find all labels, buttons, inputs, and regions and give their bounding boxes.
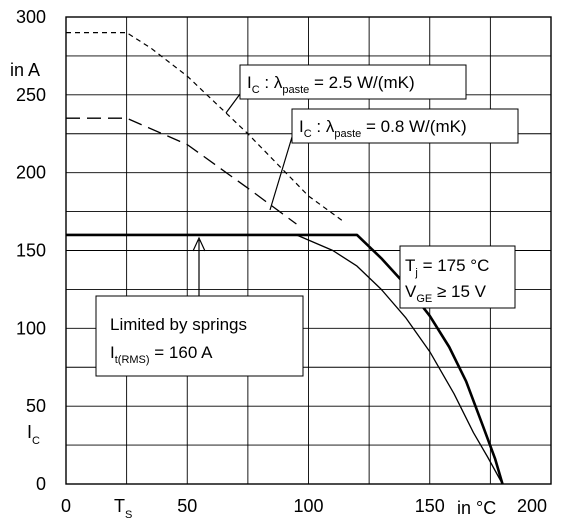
- y-tick-label: 250: [16, 85, 46, 105]
- y-tick-label: 0: [36, 474, 46, 494]
- series-layer: [66, 31, 504, 485]
- label-b-box: [291, 108, 519, 144]
- series-line-3: [66, 233, 504, 485]
- x-tick-label: 150: [415, 496, 445, 516]
- y-tick-label: 50: [26, 396, 46, 416]
- condition-vge: VGE ≥ 15 V: [405, 282, 487, 305]
- x-special-tick-label: TS: [114, 496, 132, 521]
- y-tick-label: 300: [16, 7, 46, 27]
- label-a-box: [239, 64, 467, 100]
- y-tick-label: 100: [16, 318, 46, 338]
- limit-line1: Limited by springs: [110, 315, 247, 334]
- x-unit-label: in °C: [457, 498, 496, 518]
- label-b: IC : λpaste = 0.8 W/(mK): [299, 117, 467, 140]
- x-tick-label: 50: [177, 496, 197, 516]
- y-tick-label: 150: [16, 241, 46, 261]
- x-tick-label: 100: [293, 496, 323, 516]
- series-line-1: [66, 31, 346, 223]
- leader-line-b: [269, 136, 293, 211]
- annotations: IC : λpaste = 2.5 W/(mK) IC : λpaste = 0…: [95, 64, 519, 377]
- limit-line2: It(RMS) = 160 A: [110, 343, 213, 366]
- y-symbol: IC: [27, 422, 40, 447]
- y-tick-label: 200: [16, 163, 46, 183]
- x-tick-label: 0: [61, 496, 71, 516]
- arrow-head: [192, 236, 206, 252]
- label-a: IC : λpaste = 2.5 W/(mK): [247, 73, 415, 96]
- condition-tj: Tj = 175 °C: [405, 256, 489, 279]
- axes-labels: in A IC in °C TS: [10, 60, 496, 521]
- x-tick-label: 200: [517, 496, 547, 516]
- series-line-4: [296, 234, 504, 485]
- y-unit-label: in A: [10, 60, 40, 80]
- series-line-2: [66, 117, 297, 225]
- limit-box: [95, 295, 304, 377]
- conditions-box: [399, 245, 516, 309]
- plot-frame: [65, 16, 552, 485]
